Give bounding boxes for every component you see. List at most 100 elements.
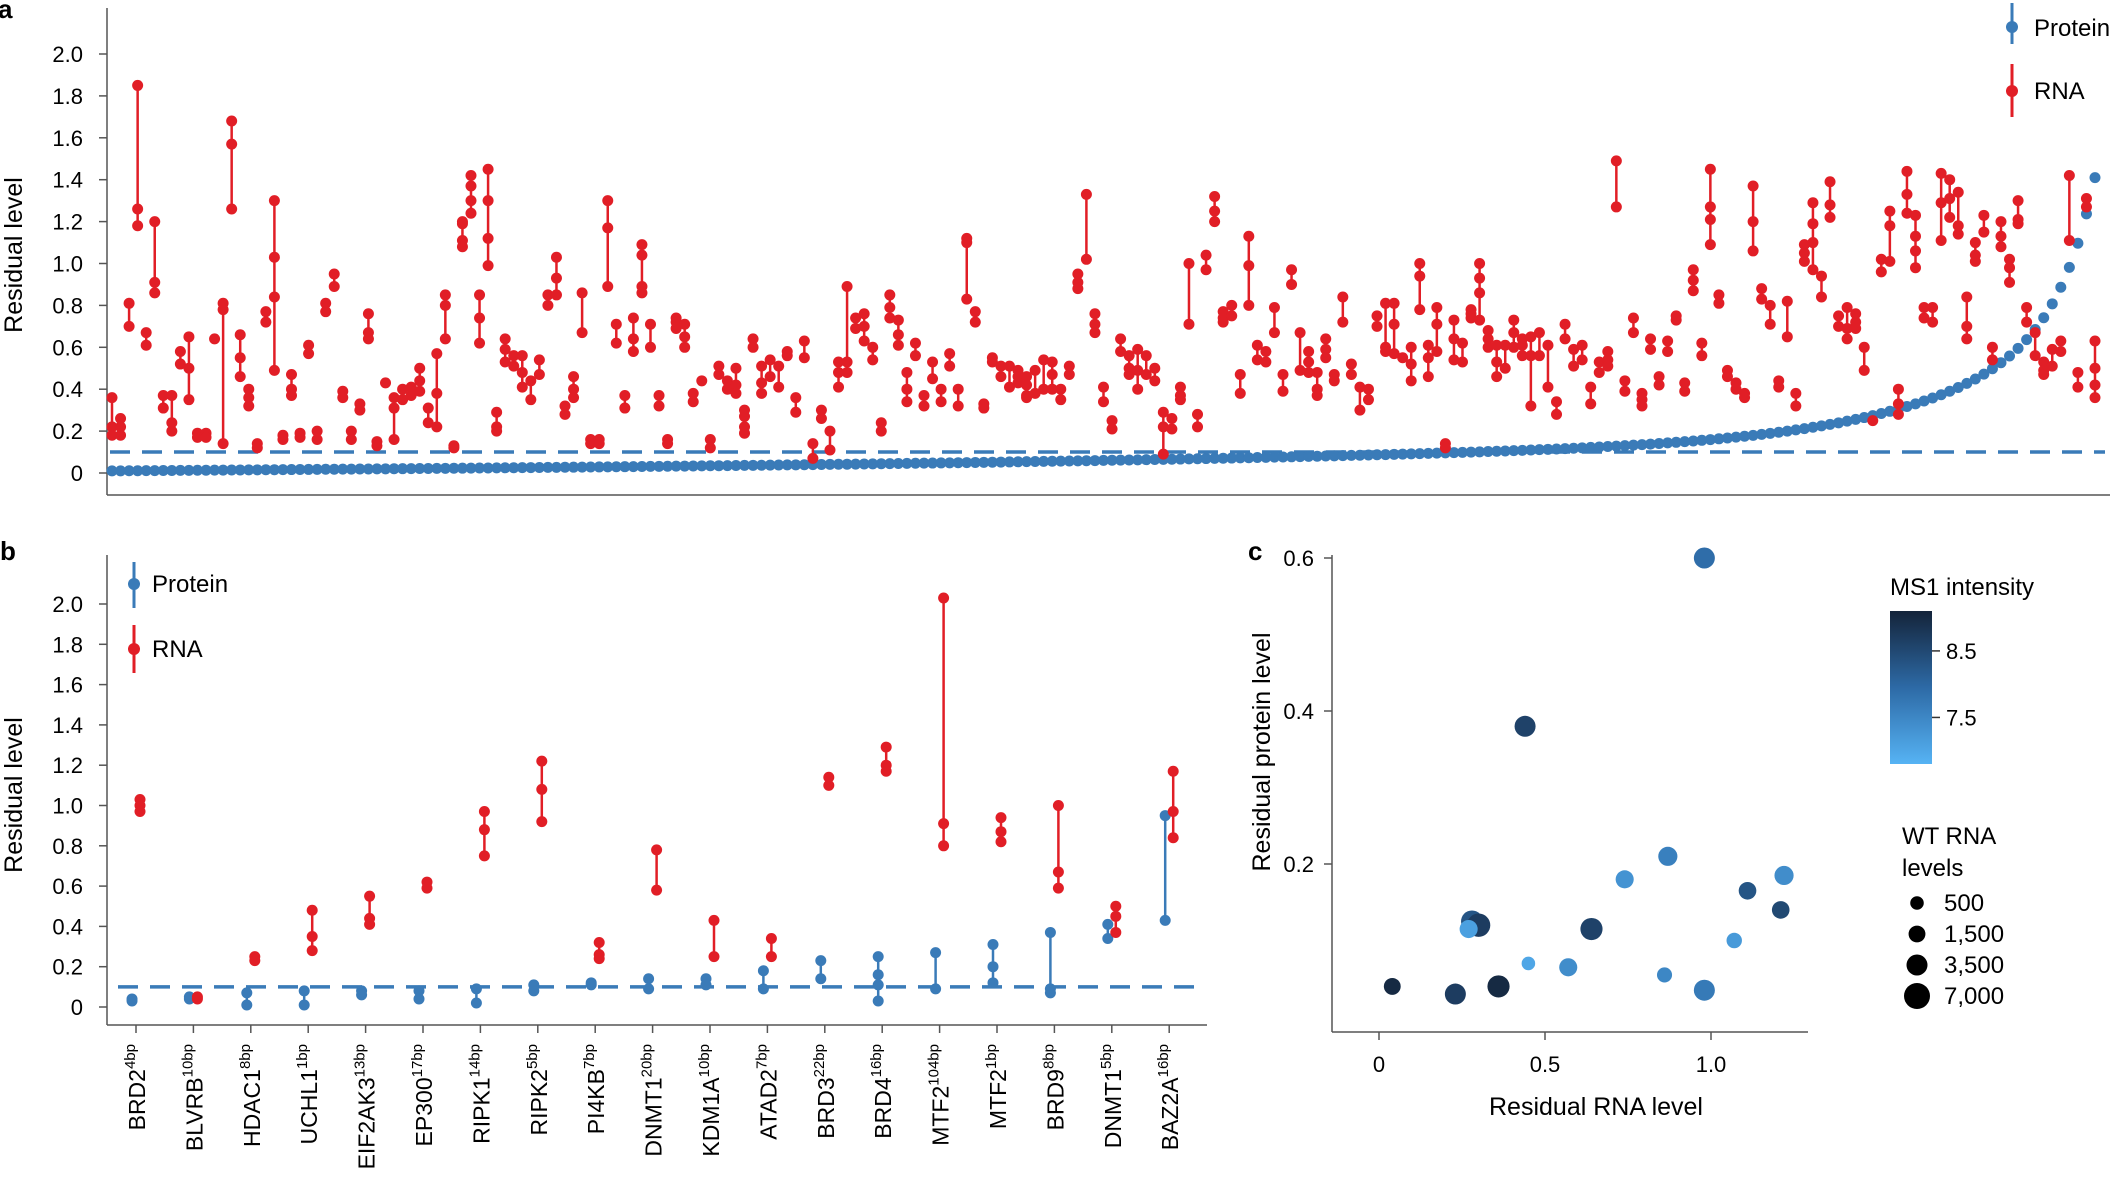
rna-point (1508, 341, 1520, 353)
protein-point (1102, 932, 1114, 944)
protein-point (1268, 451, 1280, 463)
rna-point (1653, 379, 1665, 391)
rna-point (1773, 381, 1785, 393)
rna-point (1052, 882, 1064, 894)
rna-point (1422, 371, 1434, 383)
rna-point (1251, 354, 1263, 366)
rna-point (1217, 316, 1229, 328)
rna-point (892, 329, 904, 341)
rna-point (1824, 176, 1836, 188)
rna-point (1046, 369, 1058, 381)
rna-point (1781, 295, 1793, 307)
size-legend-label: 1,500 (1944, 921, 2004, 948)
rna-point (1542, 381, 1554, 393)
legend-rna-marker (128, 643, 140, 655)
rna-point (2021, 316, 2033, 328)
rna-point (1687, 264, 1699, 276)
protein-point (833, 458, 845, 470)
rna-point (1756, 293, 1768, 305)
protein-point (892, 458, 904, 470)
protein-point (757, 983, 769, 995)
rna-point (1499, 339, 1511, 351)
rna-point (1388, 297, 1400, 309)
rna-point (1089, 308, 1101, 320)
rna-point (439, 333, 451, 345)
rna-point (1123, 350, 1135, 362)
rna-point (1824, 211, 1836, 223)
rna-point (183, 394, 195, 406)
protein-point (1747, 429, 1759, 441)
protein-point (2063, 261, 2075, 273)
rna-point (610, 337, 622, 349)
rna-point (465, 195, 477, 207)
rna-point (268, 364, 280, 376)
rna-point (765, 932, 777, 944)
rna-point (1559, 318, 1571, 330)
rna-point (1491, 371, 1503, 383)
rna-point (2063, 234, 2075, 246)
protein-point (470, 983, 482, 995)
rna-point (1098, 381, 1109, 393)
rna-point (320, 306, 332, 318)
rna-point (115, 413, 127, 425)
rna-point (1268, 301, 1280, 313)
y-tick-label: 0.8 (52, 293, 83, 318)
rna-point (474, 312, 486, 324)
protein-point (610, 461, 622, 473)
rna-point (850, 312, 862, 324)
rna-point (1337, 316, 1349, 328)
rna-point (243, 400, 255, 412)
rna-point (858, 335, 870, 347)
rna-point (1858, 364, 1870, 376)
y-tick-label: 2.0 (52, 42, 83, 67)
rna-point (1072, 268, 1084, 280)
protein-point (1012, 456, 1024, 468)
rna-point (226, 203, 238, 215)
rna-point (824, 425, 836, 437)
protein-point (935, 457, 947, 469)
rna-point (123, 297, 135, 309)
protein-point (1149, 454, 1161, 466)
rna-point (901, 396, 913, 408)
protein-point (542, 461, 554, 473)
protein-point (585, 461, 597, 473)
rna-point (439, 289, 451, 301)
protein-point (918, 457, 930, 469)
rna-point (978, 402, 990, 414)
protein-point (815, 459, 827, 471)
gene-superscript: 104bp (926, 1044, 943, 1086)
protein-point (909, 457, 921, 469)
rna-point (1405, 358, 1417, 370)
protein-point (1388, 448, 1400, 460)
rna-point (1850, 308, 1862, 320)
protein-point (884, 458, 896, 470)
rna-point (653, 400, 665, 412)
protein-point (191, 464, 203, 476)
size-legend-marker (1910, 896, 1924, 910)
protein-point (872, 951, 884, 963)
rna-point (1226, 299, 1238, 311)
gene-superscript: 10bp (179, 1044, 196, 1077)
rna-point (491, 425, 503, 437)
gene-label: RIPK25bp (524, 1044, 552, 1136)
rna-point (593, 438, 605, 450)
rna-point (1499, 362, 1511, 374)
protein-point (1627, 439, 1639, 451)
rna-point (1551, 408, 1563, 420)
rna-point (568, 371, 580, 383)
size-legend-marker (1906, 954, 1928, 976)
protein-point (1850, 413, 1862, 425)
rna-point (166, 425, 178, 437)
rna-point (337, 392, 349, 404)
rna-point (1388, 318, 1400, 330)
rna-point (2046, 360, 2058, 372)
protein-point (126, 995, 138, 1007)
gene-name: BLVRB (181, 1077, 207, 1151)
rna-point (1636, 400, 1648, 412)
legend-protein-label: Protein (152, 571, 228, 598)
rna-point (995, 812, 1007, 824)
rna-point (798, 352, 810, 364)
rna-point (226, 115, 238, 127)
rna-point (525, 375, 537, 387)
